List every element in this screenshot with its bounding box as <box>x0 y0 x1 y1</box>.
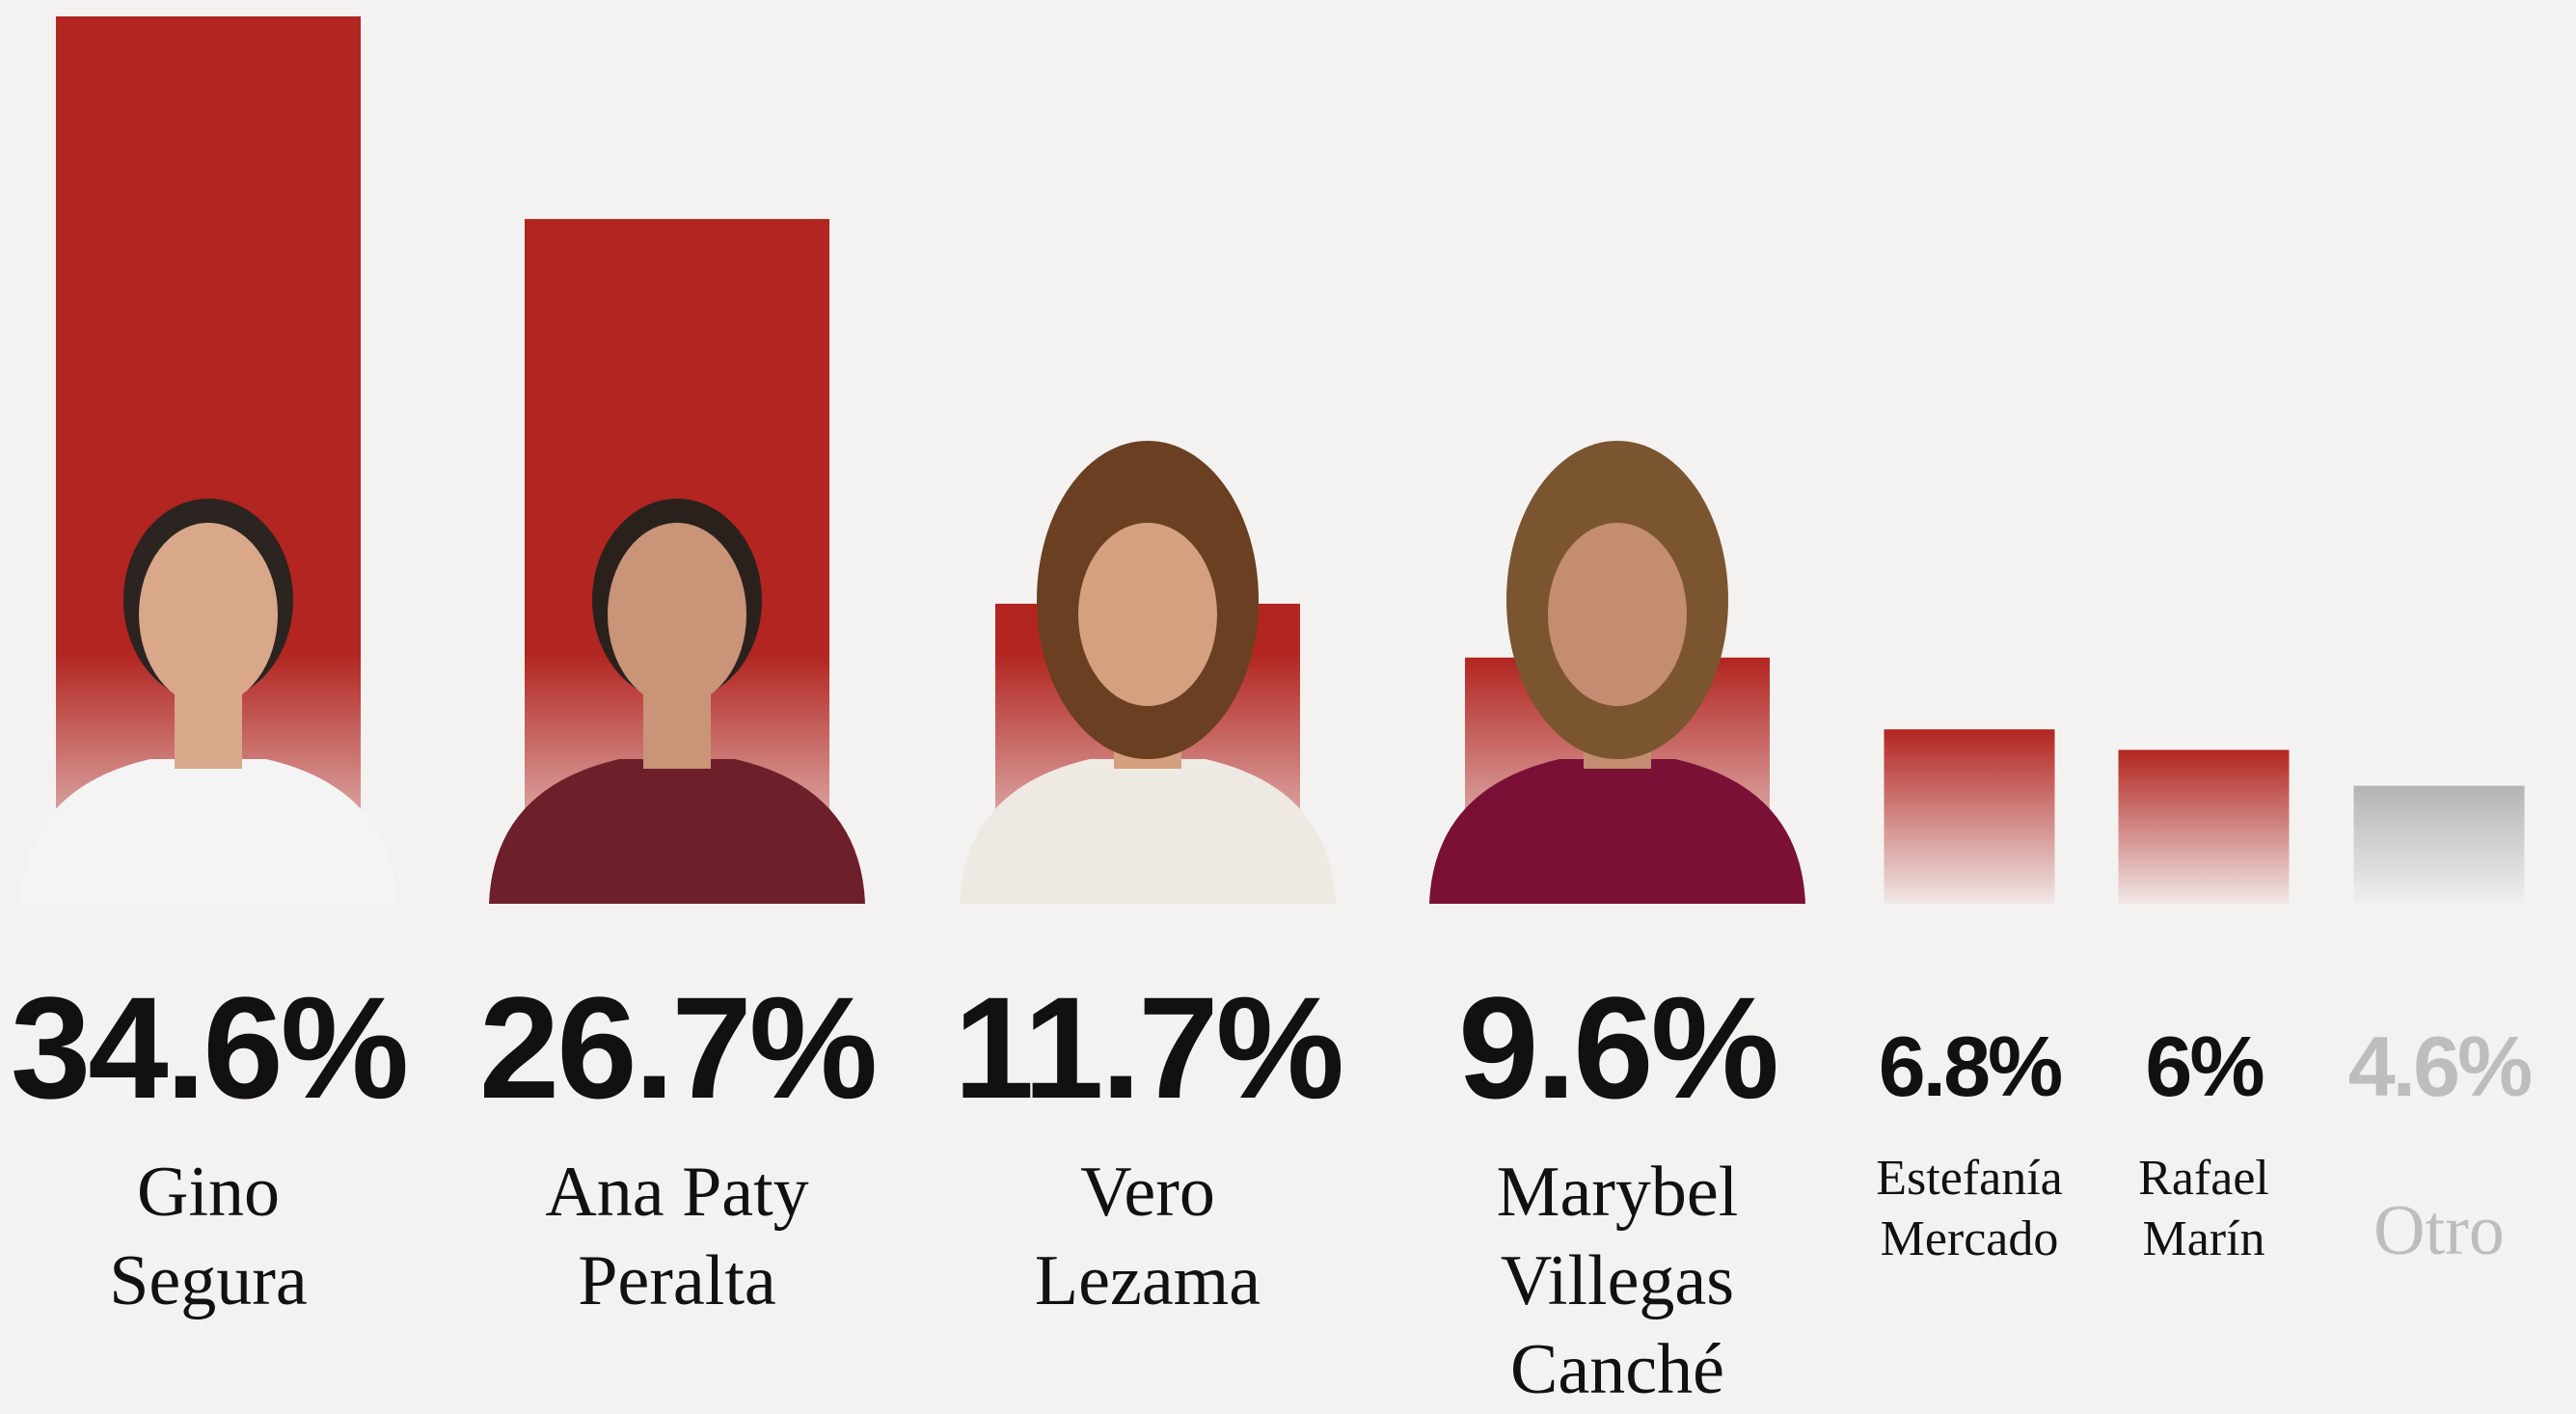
value-label: 6% <box>2145 1019 2264 1114</box>
photo-shoulders <box>1429 759 1805 904</box>
value-label: 4.6% <box>2347 1019 2534 1114</box>
photo-face <box>1078 523 1217 706</box>
photo-face <box>608 523 746 706</box>
value-label: 9.6% <box>1458 966 1779 1128</box>
candidate-name: Marybel Villegas Canché <box>1496 1153 1739 1409</box>
candidate-name: Rafael Marín <box>2138 1151 2269 1266</box>
photo-shoulders <box>960 759 1336 904</box>
bar <box>1884 729 2055 904</box>
bar <box>2353 785 2525 904</box>
photo-shoulders <box>489 759 865 904</box>
value-label: 26.7% <box>478 966 878 1128</box>
candidate-photo <box>960 441 1336 904</box>
value-label: 34.6% <box>10 966 409 1128</box>
candidate-name: Estefanía Mercado <box>1876 1151 2063 1266</box>
value-label: 11.7% <box>953 966 1344 1128</box>
candidate-name: Gino Segura <box>109 1153 308 1320</box>
candidate-photo <box>1429 441 1805 904</box>
candidate-photo <box>489 499 865 904</box>
candidate-name: Otro <box>2373 1191 2505 1270</box>
photo-shoulders <box>20 759 396 904</box>
photo-face <box>139 523 278 706</box>
photo-face <box>1548 523 1687 706</box>
candidate-name: Ana Paty Peralta <box>545 1153 809 1320</box>
value-label: 6.8% <box>1878 1019 2064 1114</box>
bar <box>2118 749 2290 904</box>
candidate-name: Vero Lezama <box>1034 1153 1261 1320</box>
candidate-photo <box>20 499 396 904</box>
